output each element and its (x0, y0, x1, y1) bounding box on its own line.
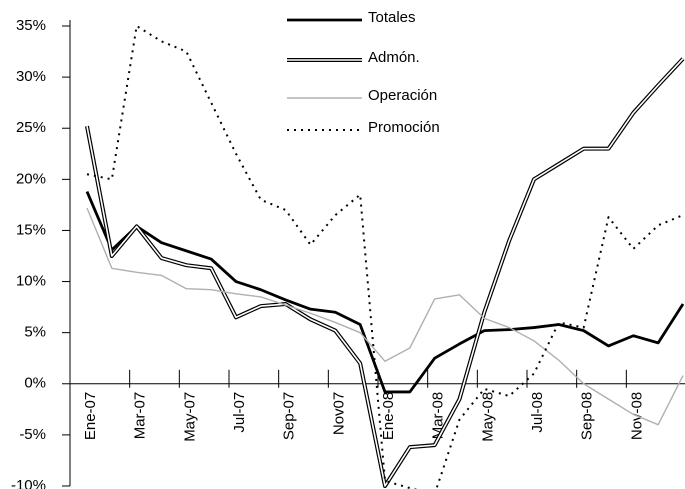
legend-label: Promoción (368, 119, 440, 136)
series-line-inner (86, 58, 684, 487)
x-tick-label: Ene-08 (380, 392, 397, 440)
x-tick-label: Sep-08 (579, 392, 596, 440)
y-tick-label: -10% (11, 477, 46, 489)
series-line (86, 207, 684, 426)
x-tick-label: May-07 (181, 392, 198, 442)
y-tick-label: -5% (19, 426, 46, 443)
legend-label: Totales (368, 9, 416, 26)
series-line (85, 191, 685, 394)
series-line (86, 25, 684, 489)
y-tick-label: 30% (16, 68, 46, 85)
y-tick-label: 25% (16, 119, 46, 136)
legend-label: Admón. (368, 49, 420, 66)
x-tick-label: Sep-07 (281, 392, 298, 440)
y-tick-label: 5% (24, 324, 46, 341)
y-tick-label: 10% (16, 273, 46, 290)
y-tick-label: 15% (16, 221, 46, 238)
legend-label: Operación (368, 87, 437, 104)
x-tick-label: Mar-07 (132, 392, 149, 440)
x-tick-label: May-08 (479, 392, 496, 442)
x-tick-label: Jul-07 (231, 392, 248, 433)
y-tick-label: 20% (16, 170, 46, 187)
x-tick-label: Ene-07 (82, 392, 99, 440)
x-tick-label: Nov07 (330, 392, 347, 435)
y-tick-label: 0% (24, 375, 46, 392)
y-tick-label: 35% (16, 17, 46, 34)
x-tick-label: Mar-08 (430, 392, 447, 440)
x-tick-label: Jul-08 (529, 392, 546, 433)
